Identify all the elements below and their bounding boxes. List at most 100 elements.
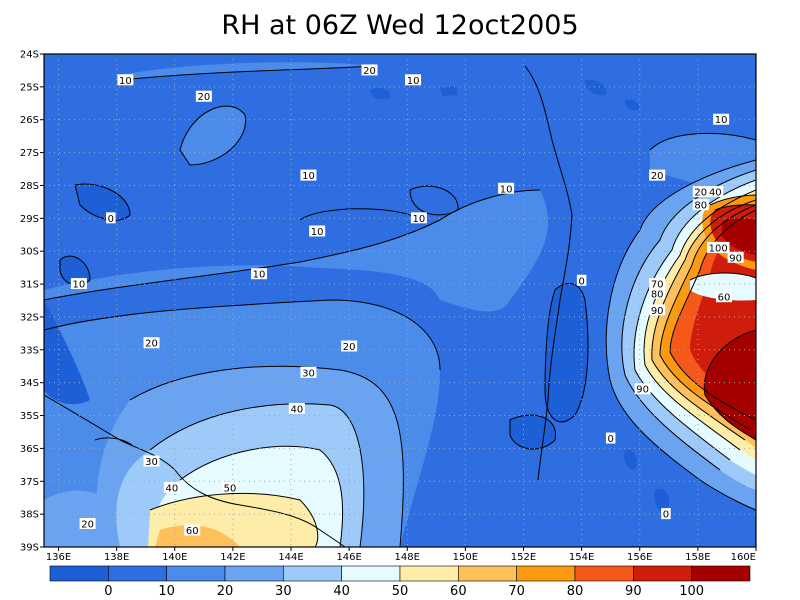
- contour-label: 90: [651, 306, 664, 317]
- lat-tick-label: 37S: [20, 477, 39, 488]
- colorbar: 0 10 20 30 40 50 60 70 80 90 100: [49, 565, 751, 599]
- contour-label-background: [498, 182, 515, 194]
- contour-label-background: [143, 337, 160, 349]
- contour-label: 60: [718, 293, 731, 304]
- contour-label-background: [706, 241, 730, 253]
- lat-tick-label: 38S: [20, 510, 39, 521]
- lon-tick-label: 154E: [569, 552, 594, 563]
- lat-tick-label: 31S: [20, 280, 39, 291]
- colorbar-label: 10: [158, 584, 175, 599]
- contour-label-background: [70, 278, 87, 290]
- lon-tick-label: 156E: [627, 552, 652, 563]
- lon-tick-label: 160E: [731, 552, 756, 563]
- latitude-axis: 24S 25S 26S 27S 28S 29S 30S 31S 32S 33S 34S 35S 36S 3…: [20, 50, 44, 554]
- colorbar-label: 100: [679, 584, 704, 599]
- contour-label-background: [713, 113, 730, 125]
- contour-label-background: [649, 304, 666, 316]
- contour-label-background: [410, 212, 427, 224]
- colorbar-label: 40: [333, 584, 350, 599]
- contour-label: 20: [145, 339, 158, 350]
- contour-label: 10: [302, 171, 315, 182]
- lat-tick-label: 33S: [20, 345, 39, 356]
- lat-tick-label: 36S: [20, 444, 39, 455]
- contour-label-background: [692, 199, 709, 211]
- lon-tick-label: 152E: [511, 552, 536, 563]
- lon-tick-label: 148E: [395, 552, 420, 563]
- colorbar-label: 80: [567, 584, 584, 599]
- lat-tick-label: 35S: [20, 411, 39, 422]
- colorbar-label: 60: [450, 584, 467, 599]
- lat-tick-label: 32S: [20, 312, 39, 323]
- lon-tick-label: 158E: [685, 552, 710, 563]
- contour-label-background: [661, 508, 671, 520]
- contour-label-background: [288, 402, 305, 414]
- contour-label: 10: [407, 76, 420, 87]
- contour-label-background: [634, 383, 651, 395]
- contour-label: 60: [186, 526, 199, 537]
- contour-label-background: [576, 274, 587, 286]
- contour-label: 40: [290, 404, 303, 415]
- lon-tick-label: 136E: [46, 552, 71, 563]
- contour-label: 20: [197, 92, 210, 103]
- contour-label-background: [117, 74, 134, 86]
- lon-tick-label: 142E: [220, 552, 245, 563]
- colorbar-swatch: [516, 565, 576, 582]
- contour-label-background: [300, 169, 317, 181]
- contour-label: 10: [311, 227, 324, 238]
- contour-label-background: [163, 481, 180, 493]
- lon-tick-label: 140E: [162, 552, 187, 563]
- contour-label: 20: [343, 342, 356, 353]
- contour-label: 80: [694, 201, 707, 212]
- contour-label: 0: [608, 434, 614, 445]
- contour-label-background: [707, 186, 724, 198]
- grid-lines: [44, 54, 756, 547]
- contour-label-background: [251, 268, 268, 280]
- contour-label-background: [106, 212, 116, 224]
- contour-label: 90: [636, 385, 649, 396]
- colorbar-label: 90: [625, 584, 642, 599]
- contour-label: 10: [715, 115, 728, 126]
- colorbar-swatch: [574, 565, 634, 582]
- contour-label: 20: [651, 171, 664, 182]
- contour-label-background: [692, 186, 709, 198]
- contour-label-background: [184, 524, 201, 536]
- plot-frame: [43, 53, 757, 548]
- colorbar-swatch: [224, 565, 284, 582]
- contour-label: 20: [363, 66, 376, 77]
- contour-label: 20: [81, 519, 94, 530]
- lat-tick-label: 30S: [20, 247, 39, 258]
- contour-label: 10: [73, 280, 86, 291]
- contour-label: 40: [709, 188, 722, 199]
- colorbar-swatch: [166, 565, 226, 582]
- contour-label-background: [716, 291, 733, 303]
- lat-tick-label: 29S: [20, 214, 39, 225]
- contour-label: 30: [145, 457, 158, 468]
- colorbar-swatch: [108, 565, 167, 582]
- lat-tick-label: 28S: [20, 181, 39, 192]
- contour-label: 0: [663, 510, 669, 521]
- contour-label-background: [361, 64, 378, 76]
- contour-label: 10: [253, 270, 266, 281]
- lat-tick-label: 26S: [20, 115, 39, 126]
- colorbar-swatch: [458, 565, 517, 582]
- contour-label: 70: [651, 280, 664, 291]
- contour-lines: [44, 65, 756, 547]
- contour-label: 10: [500, 184, 513, 195]
- contour-label: 10: [413, 214, 426, 225]
- contour-label: 40: [166, 483, 179, 494]
- lat-tick-label: 34S: [20, 378, 39, 389]
- lat-tick-label: 27S: [20, 148, 39, 159]
- contour-label-background: [309, 225, 326, 237]
- lon-tick-label: 138E: [104, 552, 129, 563]
- coastline: [44, 65, 573, 547]
- contour-label-background: [79, 517, 96, 529]
- lon-tick-label: 146E: [336, 552, 361, 563]
- colorbar-swatch: [399, 565, 459, 582]
- contour-label: 90: [729, 253, 742, 264]
- contour-label-background: [143, 455, 160, 467]
- contour-label: 20: [694, 188, 707, 199]
- contour-label-background: [605, 432, 616, 444]
